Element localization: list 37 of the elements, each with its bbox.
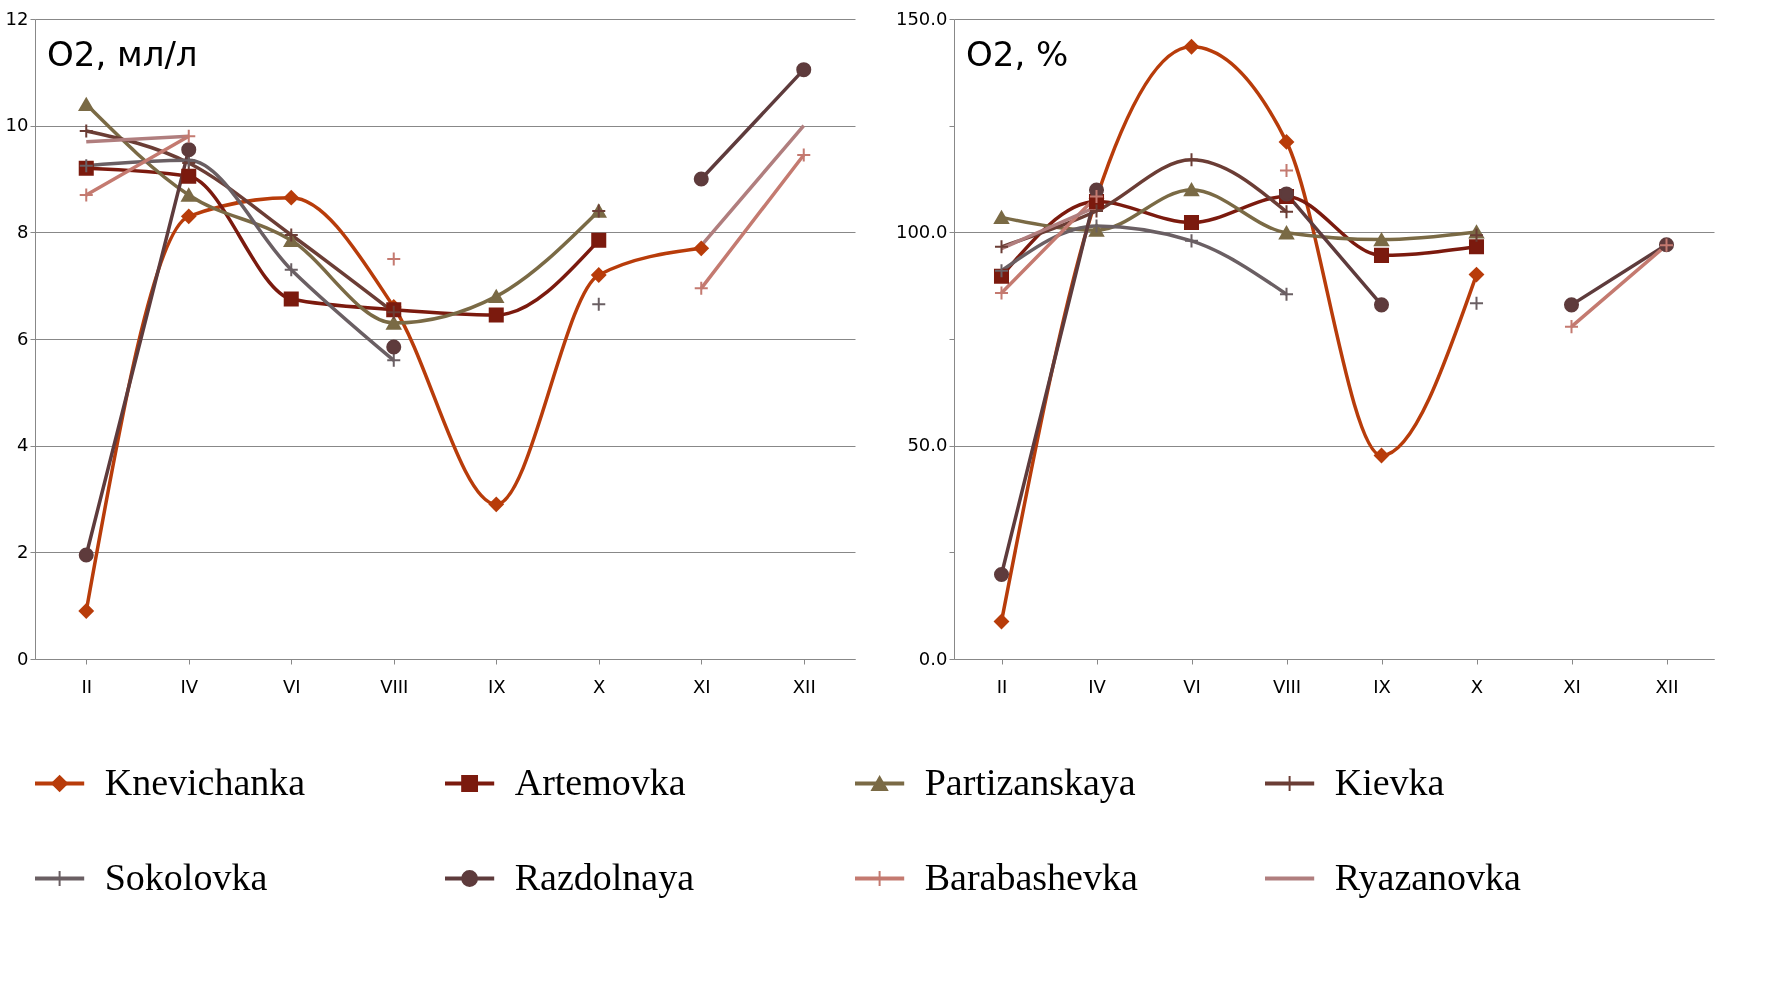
y-tick-label: 150.0 xyxy=(895,7,948,29)
x-tick-label: VIII xyxy=(380,675,409,697)
legend-label: Kievka xyxy=(1334,760,1445,803)
legend-label: Ryazanovka xyxy=(1334,855,1522,898)
x-tick-label: XII xyxy=(1655,675,1679,697)
x-tick-label: II xyxy=(996,675,1008,697)
y-tick-label: 12 xyxy=(5,7,29,29)
text: O2, мл/л xyxy=(47,34,198,74)
legend-label: Barabashevka xyxy=(924,855,1138,898)
x-tick-label: IX xyxy=(487,675,506,697)
y-tick-label: 4 xyxy=(17,434,29,456)
x-tick-label: VI xyxy=(282,675,301,697)
legend-label: Razdolnaya xyxy=(514,855,695,898)
y-tick-label: 8 xyxy=(17,220,29,242)
x-tick-label: IV xyxy=(1088,675,1107,697)
x-tick-label: XII xyxy=(792,675,816,697)
y-tick-label: 0 xyxy=(17,647,29,669)
legend-label: Partizanskaya xyxy=(924,760,1136,803)
x-tick-label: IX xyxy=(1373,675,1391,697)
y-tick-label: 6 xyxy=(17,327,29,349)
x-tick-label: X xyxy=(1470,675,1484,697)
legend-label: Artemovka xyxy=(514,760,686,803)
y-tick-label: 2 xyxy=(17,540,29,562)
text: O2, % xyxy=(966,34,1069,74)
y-tick-label: 100.0 xyxy=(895,220,948,242)
x-tick-label: II xyxy=(81,675,93,697)
legend-label: Knevichanka xyxy=(104,760,306,803)
x-tick-label: X xyxy=(593,675,606,697)
y-tick-label: 50.0 xyxy=(907,434,948,456)
x-tick-label: XI xyxy=(1563,675,1581,697)
x-tick-label: VIII xyxy=(1272,675,1302,697)
legend-label: Sokolovka xyxy=(104,855,268,898)
x-tick-label: IV xyxy=(180,675,199,697)
x-tick-label: VI xyxy=(1183,675,1201,697)
y-tick-label: 0.0 xyxy=(918,647,948,669)
y-tick-label: 10 xyxy=(5,114,29,136)
x-tick-label: XI xyxy=(692,675,711,697)
